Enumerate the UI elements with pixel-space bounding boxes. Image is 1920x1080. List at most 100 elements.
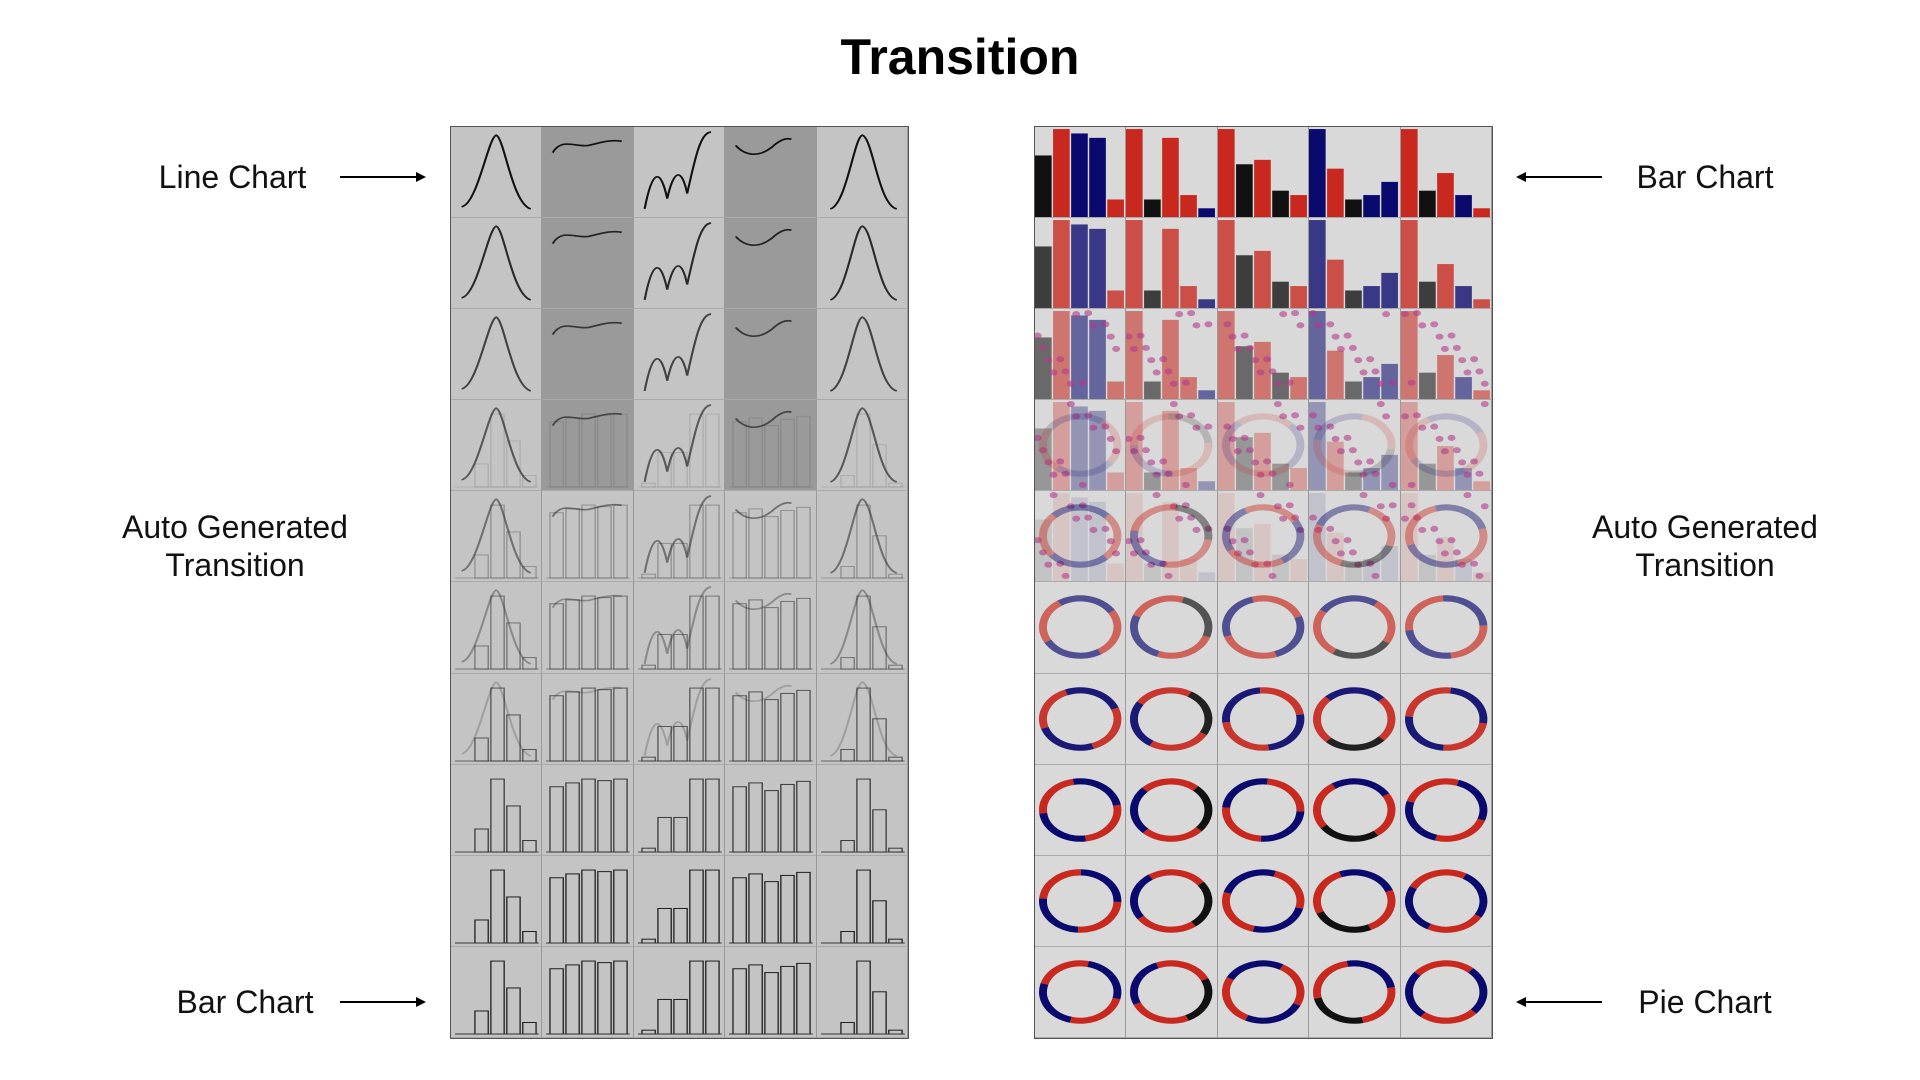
left-middle-label-line1: Auto Generated <box>122 509 348 545</box>
transition-thumbnail <box>451 946 543 1038</box>
transition-thumbnail <box>1035 491 1127 583</box>
transition-thumbnail <box>816 127 908 219</box>
right-middle-label: Auto Generated Transition <box>1575 508 1835 584</box>
transition-thumbnail <box>1309 491 1401 583</box>
transition-thumbnail <box>816 855 908 947</box>
transition-thumbnail <box>1126 673 1218 765</box>
transition-thumbnail <box>451 673 543 765</box>
transition-thumbnail <box>1126 582 1218 674</box>
transition-thumbnail <box>1035 946 1127 1038</box>
transition-thumbnail <box>816 218 908 310</box>
transition-thumbnail <box>725 582 817 674</box>
transition-thumbnail <box>1035 582 1127 674</box>
transition-thumbnail <box>633 309 726 401</box>
transition-thumbnail <box>816 400 908 492</box>
transition-thumbnail <box>1400 491 1492 583</box>
transition-thumbnail <box>1217 309 1310 401</box>
transition-thumbnail <box>1126 946 1218 1038</box>
transition-thumbnail <box>1035 218 1127 310</box>
transition-thumbnail <box>1309 764 1401 856</box>
transition-thumbnail <box>1309 855 1401 947</box>
transition-thumbnail <box>1126 764 1218 856</box>
transition-thumbnail <box>451 491 543 583</box>
transition-thumbnail <box>1126 218 1218 310</box>
transition-thumbnail <box>542 764 634 856</box>
transition-thumbnail <box>1309 309 1401 401</box>
transition-thumbnail <box>633 582 726 674</box>
transition-thumbnail <box>1217 400 1310 492</box>
transition-thumbnail <box>816 764 908 856</box>
transition-thumbnail <box>1217 855 1310 947</box>
transition-thumbnail <box>725 400 817 492</box>
transition-thumbnail <box>542 855 634 947</box>
transition-thumbnail <box>1400 582 1492 674</box>
transition-thumbnail <box>451 127 543 219</box>
transition-thumbnail <box>1400 127 1492 219</box>
transition-thumbnail <box>542 946 634 1038</box>
transition-thumbnail <box>1035 855 1127 947</box>
transition-thumbnail <box>725 673 817 765</box>
right-bottom-label: Pie Chart <box>1638 984 1772 1020</box>
transition-thumbnail <box>725 855 817 947</box>
transition-thumbnail <box>633 218 726 310</box>
transition-thumbnail <box>1400 764 1492 856</box>
transition-thumbnail <box>1400 946 1492 1038</box>
left-top-label: Line Chart <box>158 159 307 195</box>
transition-thumbnail <box>1217 218 1310 310</box>
transition-thumbnail <box>816 946 908 1038</box>
transition-thumbnail <box>451 309 543 401</box>
transition-thumbnail <box>1309 400 1401 492</box>
transition-thumbnail <box>1309 127 1401 219</box>
transition-thumbnail <box>1035 309 1127 401</box>
transition-thumbnail <box>633 491 726 583</box>
transition-thumbnail <box>1126 855 1218 947</box>
transition-thumbnail <box>1400 400 1492 492</box>
transition-thumbnail <box>1126 309 1218 401</box>
transition-thumbnail <box>1217 127 1310 219</box>
transition-thumbnail <box>1126 400 1218 492</box>
transition-thumbnail <box>451 400 543 492</box>
transition-thumbnail <box>633 855 726 947</box>
transition-thumbnail <box>816 491 908 583</box>
transition-thumbnail <box>1400 673 1492 765</box>
left-bottom-label: Bar Chart <box>176 984 314 1020</box>
transition-thumbnail <box>1035 673 1127 765</box>
transition-thumbnail <box>1126 491 1218 583</box>
transition-thumbnail <box>542 309 634 401</box>
transition-thumbnail <box>451 764 543 856</box>
left-middle-label: Auto Generated Transition <box>95 508 375 584</box>
left-top-arrow-icon <box>340 170 426 184</box>
transition-thumbnail <box>1035 127 1127 219</box>
transition-thumbnail <box>1126 127 1218 219</box>
left-middle-label-line2: Transition <box>165 547 305 583</box>
transition-thumbnail <box>1309 673 1401 765</box>
bar-to-pie-transition-grid <box>1034 126 1493 1039</box>
transition-thumbnail <box>542 127 634 219</box>
transition-thumbnail <box>725 491 817 583</box>
transition-thumbnail <box>1217 764 1310 856</box>
transition-thumbnail <box>633 946 726 1038</box>
transition-thumbnail <box>725 127 817 219</box>
transition-thumbnail <box>1400 855 1492 947</box>
transition-thumbnail <box>725 764 817 856</box>
transition-thumbnail <box>633 400 726 492</box>
right-middle-label-line1: Auto Generated <box>1592 509 1818 545</box>
transition-thumbnail <box>816 673 908 765</box>
line-to-bar-transition-grid <box>450 126 909 1039</box>
transition-thumbnail <box>725 309 817 401</box>
figure-title: Transition <box>840 29 1080 85</box>
right-top-arrow-icon <box>1516 170 1602 184</box>
transition-thumbnail <box>633 127 726 219</box>
right-middle-label-line2: Transition <box>1635 547 1775 583</box>
transition-thumbnail <box>725 218 817 310</box>
transition-thumbnail <box>1400 309 1492 401</box>
transition-thumbnail <box>451 582 543 674</box>
transition-thumbnail <box>451 855 543 947</box>
transition-thumbnail <box>1217 491 1310 583</box>
transition-thumbnail <box>542 582 634 674</box>
transition-thumbnail <box>725 946 817 1038</box>
transition-thumbnail <box>542 400 634 492</box>
transition-thumbnail <box>816 309 908 401</box>
transition-thumbnail <box>816 582 908 674</box>
transition-thumbnail <box>1217 673 1310 765</box>
